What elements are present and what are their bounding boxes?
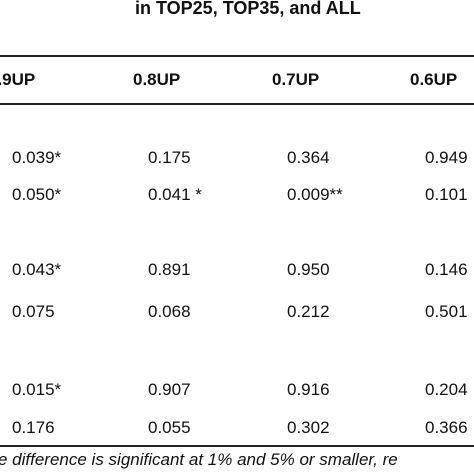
cell: 0.043*	[12, 260, 62, 279]
cell: 0.907	[148, 380, 191, 399]
cell: 0.501	[425, 302, 468, 321]
cell: 0.176	[12, 418, 55, 437]
footnote: e difference is significant at 1% and 5%…	[0, 450, 398, 469]
rule	[0, 445, 474, 447]
rule	[0, 55, 474, 57]
column-header: 0.7UP	[272, 70, 320, 89]
column-header: 0.6UP	[410, 70, 458, 89]
table-title: in TOP25, TOP35, and ALL	[135, 0, 361, 18]
cell: 0.212	[287, 302, 330, 321]
cell: 0.949	[425, 148, 468, 167]
cell: 0.055	[148, 418, 191, 437]
cell: 0.204	[425, 380, 468, 399]
cell: 0.101	[425, 185, 468, 204]
cell: 0.050*	[12, 185, 62, 204]
cell: 0.366	[425, 418, 468, 437]
cell: 0.175	[148, 148, 191, 167]
cell: 0.009**	[287, 185, 343, 204]
cell: 0.015*	[12, 380, 62, 399]
cell: 0.075	[12, 302, 55, 321]
cell: 0.146	[425, 260, 468, 279]
rule	[0, 103, 474, 105]
cell: 0.950	[287, 260, 330, 279]
cell: 0.039*	[12, 148, 62, 167]
cell: 0.364	[287, 148, 330, 167]
column-header: 0.9UP	[0, 70, 36, 89]
column-header: 0.8UP	[133, 70, 181, 89]
cell: 0.916	[287, 380, 330, 399]
cell: 0.068	[148, 302, 191, 321]
cell: 0.891	[148, 260, 191, 279]
cell: 0.302	[287, 418, 330, 437]
cell: 0.041 *	[148, 185, 202, 204]
